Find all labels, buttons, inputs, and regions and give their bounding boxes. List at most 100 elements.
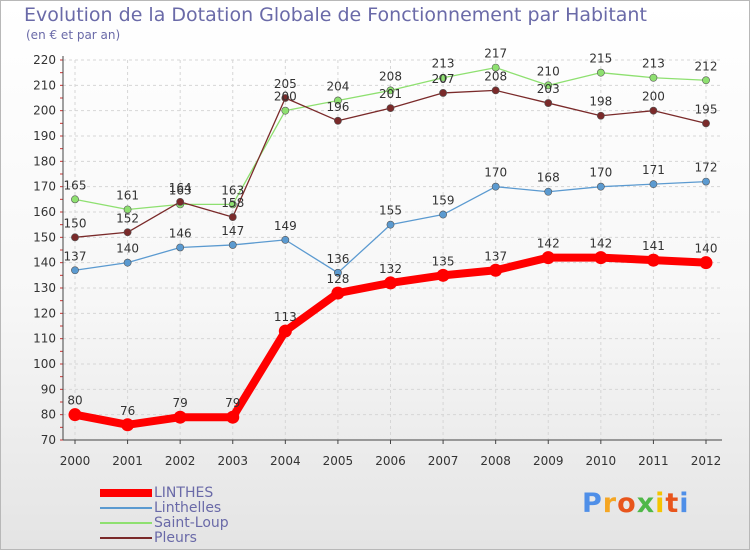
data-label-linthes: 79 [173, 396, 188, 410]
legend-label: Saint-Loup [154, 514, 229, 531]
data-label-pleurs: 158 [221, 196, 244, 210]
data-point-linthelles [281, 235, 290, 244]
data-point-linthelles [649, 180, 658, 189]
x-tick-label: 2000 [60, 454, 91, 468]
data-point-saint-loup [491, 63, 500, 72]
data-label-pleurs: 200 [642, 90, 665, 104]
y-tick-label: 220 [33, 53, 56, 67]
data-point-linthelles [544, 187, 553, 196]
data-label-linthelles: 170 [484, 166, 507, 180]
data-label-saint-loup: 217 [484, 47, 507, 61]
data-point-pleurs [334, 116, 342, 125]
data-label-linthes: 142 [589, 237, 612, 251]
data-point-pleurs [281, 94, 290, 102]
data-label-saint-loup: 161 [116, 188, 139, 202]
data-label-linthelles: 147 [221, 224, 244, 238]
data-label-saint-loup: 165 [64, 178, 87, 192]
data-point-pleurs [544, 99, 553, 107]
y-tick-label: 190 [33, 129, 56, 143]
data-point-saint-loup [386, 86, 395, 95]
data-label-linthes: 80 [67, 394, 82, 408]
data-point-pleurs [228, 213, 237, 221]
data-point-linthes [68, 408, 82, 422]
data-point-saint-loup [71, 195, 79, 204]
data-point-pleurs [702, 119, 710, 128]
logo-letter: P [582, 488, 603, 519]
data-label-saint-loup: 200 [274, 90, 297, 104]
data-label-pleurs: 205 [274, 77, 297, 91]
data-point-linthes [699, 256, 713, 270]
data-label-saint-loup: 215 [589, 52, 612, 66]
data-label-linthes: 79 [225, 396, 240, 410]
legend-swatch [100, 521, 152, 524]
data-label-layer: 80 76 79 79 113 128 132 135 137 142 142 141 140 137 14… [64, 47, 718, 418]
data-label-saint-loup: 212 [695, 59, 718, 73]
data-point-linthes [541, 251, 555, 265]
legend-swatch [100, 536, 152, 539]
data-point-linthelles [596, 182, 605, 191]
y-tick-label: 150 [33, 230, 56, 244]
data-point-saint-loup [596, 68, 605, 77]
data-label-linthelles: 146 [169, 226, 192, 240]
data-point-pleurs [176, 197, 185, 206]
x-tick-label: 2003 [217, 454, 248, 468]
y-tick-label: 180 [33, 154, 56, 168]
legend-item-linthes: LINTHES [100, 484, 214, 501]
data-point-saint-loup [281, 106, 290, 115]
data-label-pleurs: 207 [432, 72, 455, 86]
data-point-linthelles [123, 258, 132, 267]
data-label-linthes: 140 [695, 242, 718, 256]
y-tick-label: 80 [41, 408, 56, 422]
data-label-saint-loup: 204 [326, 80, 349, 94]
legend-swatch [100, 506, 152, 509]
data-label-pleurs: 198 [589, 95, 612, 109]
data-point-linthes [489, 263, 503, 277]
data-label-linthelles: 171 [642, 163, 665, 177]
x-tick-label: 2008 [480, 454, 511, 468]
data-label-pleurs: 152 [116, 211, 139, 225]
data-point-pleurs [71, 233, 79, 242]
data-point-pleurs [439, 89, 447, 97]
data-label-pleurs: 201 [379, 87, 402, 101]
y-tick-label: 120 [33, 306, 56, 320]
grid-layer [63, 59, 722, 441]
data-point-linthelles [491, 182, 500, 191]
x-tick-label: 2012 [691, 454, 722, 468]
chart-subtitle: (en € et par an) [26, 28, 121, 42]
x-tick-label: 2007 [428, 454, 459, 468]
x-tick-label: 2001 [112, 454, 143, 468]
data-point-pleurs [123, 228, 132, 237]
data-label-linthelles: 172 [695, 161, 718, 175]
data-point-pleurs [386, 104, 395, 113]
data-point-linthelles [386, 220, 395, 229]
data-label-pleurs: 195 [695, 102, 718, 116]
y-tick-label: 160 [33, 205, 56, 219]
x-tick-label: 2009 [533, 454, 564, 468]
data-label-linthelles: 170 [589, 166, 612, 180]
data-label-linthelles: 136 [326, 252, 349, 266]
y-tick-label: 210 [33, 78, 56, 92]
data-label-linthelles: 168 [537, 171, 560, 185]
data-point-saint-loup [544, 81, 553, 90]
data-label-pleurs: 150 [64, 216, 87, 230]
data-point-saint-loup [439, 73, 447, 82]
data-point-linthes [594, 251, 608, 265]
logo-letter: i [655, 488, 666, 519]
data-label-linthes: 128 [326, 272, 349, 286]
data-point-linthes [278, 324, 292, 338]
data-point-pleurs [596, 111, 605, 120]
x-tick-label: 2010 [586, 454, 617, 468]
chart-title: Evolution de la Dotation Globale de Fonc… [24, 4, 647, 26]
proxiti-logo: Proxiti [582, 488, 690, 519]
legend-label: Pleurs [154, 529, 197, 546]
y-tick-label: 170 [33, 180, 56, 194]
legend-item-saint-loup: Saint-Loup [100, 514, 229, 531]
data-point-saint-loup [649, 73, 658, 82]
data-label-saint-loup: 213 [642, 57, 665, 71]
data-point-linthelles [228, 241, 237, 249]
data-point-linthelles [71, 266, 79, 275]
legend-label: LINTHES [154, 484, 214, 501]
x-tick-label: 2004 [270, 454, 301, 468]
legend-label: Linthelles [154, 499, 222, 516]
